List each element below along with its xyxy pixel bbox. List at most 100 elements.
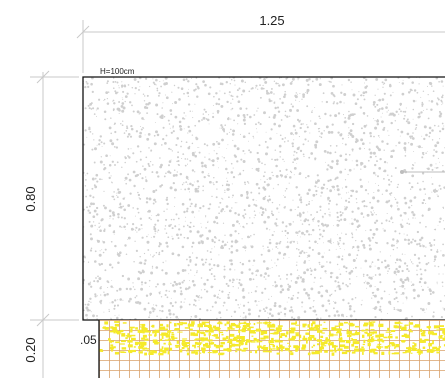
concrete-speckle [301, 280, 304, 283]
concrete-speckle [256, 110, 258, 112]
concrete-speckle [114, 130, 117, 134]
concrete-speckle [436, 97, 439, 99]
concrete-speckle [223, 92, 226, 95]
concrete-speckle [341, 258, 344, 261]
concrete-speckle [228, 279, 232, 282]
concrete-speckle [332, 84, 335, 88]
concrete-speckle [88, 220, 91, 223]
gravel-fleck [432, 346, 438, 349]
gravel-fleck [280, 349, 283, 352]
concrete-speckle [90, 247, 93, 250]
concrete-speckle [87, 261, 90, 263]
concrete-speckle [359, 95, 362, 97]
concrete-speckle [106, 82, 109, 84]
concrete-speckle [270, 212, 273, 215]
gravel-fleck [339, 337, 343, 341]
gravel-fleck [407, 349, 411, 353]
concrete-speckle [314, 240, 317, 244]
concrete-speckle [218, 146, 220, 148]
concrete-speckle [141, 269, 144, 272]
gravel-fleck [429, 349, 435, 352]
concrete-speckle [262, 245, 264, 247]
concrete-speckle [345, 185, 348, 189]
concrete-speckle [286, 231, 289, 235]
gravel-fleck [165, 328, 168, 331]
gravel-fleck [201, 321, 206, 325]
concrete-speckle [124, 196, 126, 198]
concrete-speckle [319, 78, 321, 80]
concrete-speckle [230, 102, 232, 104]
concrete-speckle [264, 171, 266, 173]
concrete-speckle [135, 249, 138, 252]
concrete-speckle [377, 189, 380, 192]
concrete-speckle [337, 284, 341, 288]
concrete-speckle [420, 285, 422, 287]
gravel-fleck [361, 346, 364, 349]
concrete-speckle [165, 134, 168, 137]
concrete-speckle [226, 183, 228, 186]
concrete-speckle [197, 187, 199, 190]
concrete-speckle [329, 114, 332, 117]
concrete-speckle [412, 118, 414, 120]
gravel-fleck [317, 329, 323, 333]
concrete-speckle [363, 113, 365, 115]
concrete-speckle [137, 193, 141, 197]
concrete-speckle [156, 213, 160, 217]
gravel-fleck [210, 328, 214, 330]
concrete-speckle [298, 136, 300, 138]
concrete-speckle [194, 315, 198, 318]
concrete-speckle [200, 222, 202, 224]
concrete-speckle [122, 98, 124, 100]
concrete-speckle [246, 222, 248, 225]
concrete-speckle [414, 217, 416, 219]
gravel-fleck [195, 338, 201, 340]
concrete-speckle [416, 145, 418, 147]
concrete-speckle [208, 268, 212, 272]
gravel-fleck [419, 339, 424, 343]
concrete-speckle [303, 155, 305, 158]
concrete-speckle [303, 310, 307, 313]
concrete-speckle [276, 106, 280, 109]
concrete-speckle [187, 95, 190, 98]
concrete-speckle [96, 115, 97, 117]
concrete-speckle [298, 193, 301, 197]
concrete-speckle [111, 160, 114, 163]
concrete-speckle [336, 256, 338, 258]
concrete-speckle [94, 295, 97, 298]
concrete-speckle [255, 274, 258, 276]
concrete-speckle [424, 254, 427, 258]
concrete-speckle [297, 146, 300, 149]
concrete-speckle [366, 213, 370, 217]
concrete-speckle [194, 299, 197, 302]
concrete-speckle [330, 243, 332, 245]
concrete-speckle [349, 129, 353, 133]
gravel-fleck [258, 340, 263, 343]
concrete-speckle [213, 95, 215, 98]
concrete-speckle [198, 299, 200, 301]
gravel-fleck [311, 335, 315, 339]
concrete-speckle [124, 176, 128, 180]
concrete-speckle [151, 265, 154, 268]
gravel-fleck [158, 352, 164, 356]
concrete-speckle [248, 268, 251, 271]
concrete-speckle [226, 180, 229, 183]
concrete-speckle [333, 301, 335, 303]
concrete-speckle [114, 299, 117, 302]
concrete-speckle [184, 269, 187, 272]
gravel-fleck [130, 334, 136, 337]
gravel-fleck [387, 345, 391, 347]
gravel-fleck [146, 330, 151, 333]
concrete-speckle [334, 151, 337, 154]
gravel-fleck [375, 334, 381, 338]
gravel-fleck [443, 344, 445, 347]
concrete-speckle [435, 189, 438, 193]
concrete-speckle [407, 142, 410, 144]
concrete-speckle [216, 157, 220, 160]
concrete-speckle [433, 149, 435, 151]
concrete-speckle [341, 197, 342, 199]
gravel-fleck [381, 340, 383, 342]
concrete-speckle [236, 240, 239, 243]
concrete-speckle [272, 188, 274, 190]
gravel-fleck [374, 348, 377, 351]
gravel-fleck [387, 335, 393, 339]
